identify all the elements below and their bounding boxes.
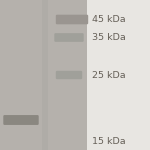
FancyBboxPatch shape — [0, 0, 87, 150]
FancyBboxPatch shape — [56, 15, 88, 24]
Text: 15 kDa: 15 kDa — [92, 136, 126, 146]
FancyBboxPatch shape — [3, 115, 39, 125]
FancyBboxPatch shape — [56, 71, 82, 79]
Text: 25 kDa: 25 kDa — [92, 70, 126, 80]
Text: 35 kDa: 35 kDa — [92, 33, 126, 42]
FancyBboxPatch shape — [54, 33, 84, 42]
Text: 45 kDa: 45 kDa — [92, 15, 126, 24]
